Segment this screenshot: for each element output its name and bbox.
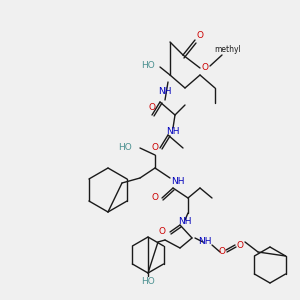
Text: O: O [152,194,158,202]
Text: O: O [236,241,244,250]
Text: O: O [152,143,158,152]
Text: NH: NH [198,238,212,247]
Text: HO: HO [118,143,132,152]
Text: O: O [202,64,208,73]
Text: O: O [148,103,155,112]
Text: NH: NH [178,218,192,226]
Text: NH: NH [166,128,180,136]
Text: HO: HO [141,278,155,286]
Text: NH: NH [171,178,185,187]
Text: O: O [196,31,203,40]
Text: methyl: methyl [214,46,242,55]
Text: NH: NH [158,88,172,97]
Text: HO: HO [141,61,155,70]
Text: O: O [218,248,226,256]
Text: O: O [158,227,166,236]
